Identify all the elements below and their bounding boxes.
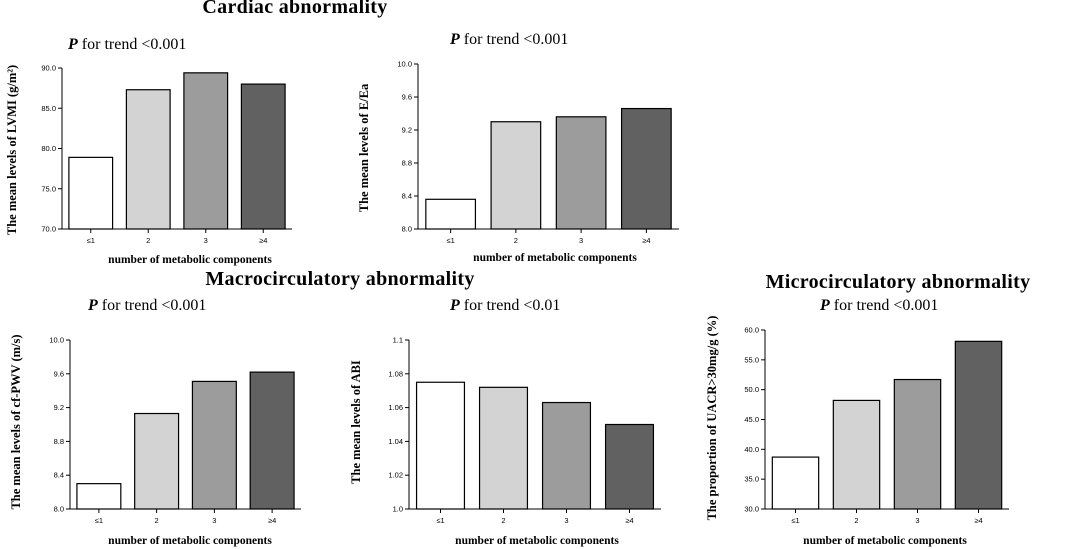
bar-2 (478, 386, 529, 510)
section-title-macro: Macrocirculatory abnormality (205, 268, 474, 290)
x-tick-label: 3 (915, 516, 919, 525)
y-tick-label: 1.04 (388, 437, 403, 446)
x-tick-label: ≥4 (259, 236, 267, 245)
y-tick-label: 35.0 (744, 475, 759, 484)
y-tick-label: 1.02 (388, 471, 403, 480)
x-tick-label: 2 (501, 516, 505, 525)
bar-3 (555, 116, 607, 230)
x-tick-label: 3 (204, 236, 208, 245)
bar-4 (604, 423, 655, 510)
x-tick-label: ≥4 (268, 516, 276, 525)
x-axis-label: number of metabolic components (803, 535, 967, 547)
x-tick-label: 3 (212, 516, 216, 525)
chart-lvmi: 70.0 75.0 80.0 85.0 90.0 ≤1 2 3 ≥4 P for trend <0… (5, 36, 292, 266)
x-tick-label: ≤1 (436, 516, 444, 525)
y-tick-label: 8.8 (54, 437, 64, 446)
y-axis-label: The mean levels of cf-PWV (m/s) (9, 334, 23, 509)
y-axis-label: The mean levels of E/Ea (357, 83, 371, 212)
x-tick-label: 3 (579, 236, 583, 245)
bar-1 (68, 156, 114, 230)
bar-1 (771, 456, 820, 510)
y-tick-label: 70.0 (41, 225, 56, 234)
y-tick-label: 60.0 (744, 326, 759, 335)
bar-3 (191, 380, 237, 510)
y-tick-label: 50.0 (744, 385, 759, 394)
x-tick-label: 2 (854, 516, 858, 525)
chart-cf-pwv: 8.0 8.4 8.8 9.2 9.6 10.0 ≤1 2 3 ≥4 P for trend <0.… (9, 297, 301, 547)
y-tick-label: 9.2 (54, 403, 64, 412)
x-tick-label: ≥4 (642, 236, 650, 245)
bar-2 (125, 89, 171, 230)
y-tick-label: 55.0 (744, 355, 759, 364)
bar-4 (249, 371, 295, 510)
x-axis-label: number of metabolic components (473, 252, 637, 264)
bar-4 (954, 340, 1003, 510)
bar-2 (832, 399, 881, 510)
x-tick-label: 2 (146, 236, 150, 245)
p-trend-label: P for trend <0.01 (449, 297, 560, 314)
x-axis-label: number of metabolic components (108, 535, 272, 547)
x-axis-label: number of metabolic components (455, 535, 619, 547)
x-tick-label: 2 (514, 236, 518, 245)
y-tick-label: 10.0 (49, 336, 64, 345)
y-tick-label: 45.0 (744, 415, 759, 424)
bar-1 (415, 381, 466, 510)
y-tick-label: 8.4 (54, 471, 64, 480)
y-tick-label: 10.0 (397, 60, 412, 69)
bar-4 (620, 107, 672, 230)
y-tick-label: 1.1 (393, 336, 403, 345)
y-tick-label: 90.0 (41, 64, 56, 73)
chart-uacr: 30.0 35.0 40.0 45.0 50.0 55.0 60.0 ≤1 2 3 ≥4 P for … (705, 297, 1009, 547)
bar-1 (425, 198, 477, 230)
chart-abi: 1.0 1.02 1.04 1.06 1.08 1.1 ≤1 2 3 ≥4 P for trend … (349, 297, 661, 547)
y-tick-label: 9.6 (402, 93, 412, 102)
section-title-cardiac: Cardiac abnormality (202, 0, 387, 18)
bar-2 (134, 412, 180, 510)
bar-4 (240, 83, 286, 230)
section-title-micro: Microcirculatory abnormality (766, 271, 1031, 293)
x-axis-label: number of metabolic components (108, 254, 272, 266)
x-tick-label: ≤1 (791, 516, 799, 525)
chart-e-ea: 8.0 8.4 8.8 9.2 9.6 10.0 ≤1 2 3 ≥4 P for trend <0.… (357, 31, 679, 264)
bar-3 (183, 72, 229, 230)
y-axis-label: The proportion of UACR>30mg/g (%) (705, 316, 719, 521)
y-tick-label: 30.0 (744, 505, 759, 514)
y-tick-label: 40.0 (744, 445, 759, 454)
y-tick-label: 85.0 (41, 104, 56, 113)
y-tick-label: 1.06 (388, 403, 403, 412)
y-tick-label: 75.0 (41, 184, 56, 193)
p-trend-label: P for trend <0.001 (449, 31, 568, 48)
y-tick-label: 80.0 (41, 144, 56, 153)
bar-3 (893, 378, 942, 510)
x-tick-label: ≤1 (87, 236, 95, 245)
y-tick-label: 9.2 (402, 126, 412, 135)
y-tick-label: 8.0 (54, 505, 64, 514)
p-trend-label: P for trend <0.001 (67, 36, 186, 53)
x-tick-label: ≤1 (95, 516, 103, 525)
bar-1 (76, 483, 122, 510)
y-tick-label: 1.0 (393, 505, 403, 514)
y-tick-label: 1.08 (388, 369, 403, 378)
x-tick-label: ≤1 (446, 236, 454, 245)
bar-2 (490, 121, 542, 230)
x-tick-label: ≥4 (625, 516, 633, 525)
p-trend-label: P for trend <0.001 (87, 297, 206, 314)
x-tick-label: 3 (564, 516, 568, 525)
p-trend-label: P for trend <0.001 (819, 297, 938, 314)
y-axis-label: The mean levels of LVMI (g/m²) (5, 65, 19, 235)
x-tick-label: 2 (155, 516, 159, 525)
x-tick-label: ≥4 (974, 516, 982, 525)
y-tick-label: 8.0 (402, 225, 412, 234)
y-axis-label: The mean levels of ABI (349, 360, 363, 484)
y-tick-label: 8.4 (402, 192, 412, 201)
y-tick-label: 9.6 (54, 369, 64, 378)
bar-3 (541, 401, 592, 510)
y-tick-label: 8.8 (402, 159, 412, 168)
